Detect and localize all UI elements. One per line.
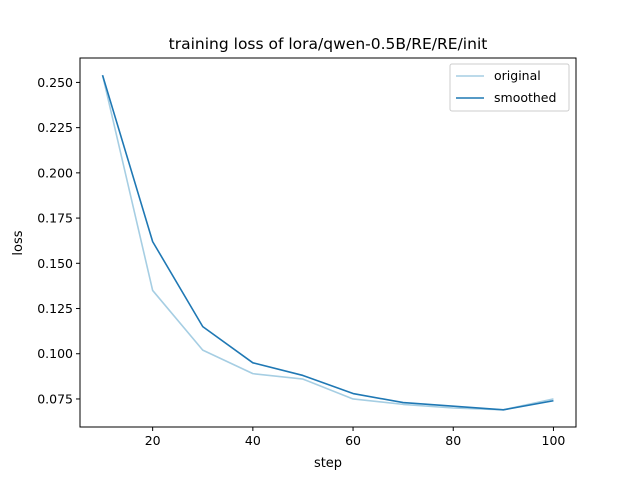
y-tick-label: 0.150 (37, 256, 73, 271)
y-tick-label: 0.175 (37, 211, 73, 226)
x-axis-label: step (314, 456, 342, 471)
y-tick-label: 0.100 (37, 346, 73, 361)
y-tick-label: 0.125 (37, 301, 73, 316)
legend: original smoothed (449, 63, 570, 112)
series-line-smoothed (101, 74, 554, 411)
x-tick-label: 80 (445, 433, 461, 448)
x-tick-label: 60 (345, 433, 361, 448)
x-tick-label: 20 (145, 433, 161, 448)
y-tick-label: 0.075 (37, 391, 73, 406)
legend-label-smoothed: smoothed (494, 90, 556, 105)
y-axis: 0.075 0.100 0.125 0.150 0.175 0.200 0.225 0.250 (37, 75, 80, 406)
y-tick-label: 0.200 (37, 165, 73, 180)
series-line-original (101, 74, 554, 411)
plot-area (79, 57, 577, 428)
y-axis-label: loss (11, 230, 26, 255)
x-axis: 20 40 60 80 100 (145, 427, 566, 448)
y-tick-label: 0.250 (37, 75, 73, 90)
x-tick-label: 100 (542, 433, 566, 448)
legend-label-original: original (494, 68, 541, 83)
series-lines (101, 74, 554, 411)
chart-title: training loss of lora/qwen-0.5B/RE/RE/in… (169, 35, 488, 53)
y-tick-label: 0.225 (37, 120, 73, 135)
x-tick-label: 40 (245, 433, 261, 448)
